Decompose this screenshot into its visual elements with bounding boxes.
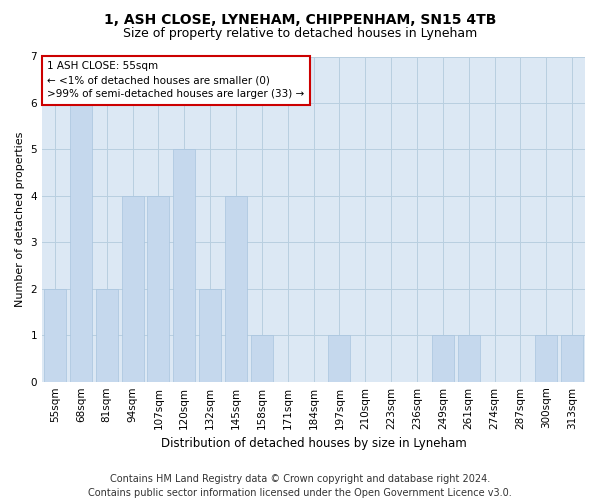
X-axis label: Distribution of detached houses by size in Lyneham: Distribution of detached houses by size … — [161, 437, 466, 450]
Text: 1, ASH CLOSE, LYNEHAM, CHIPPENHAM, SN15 4TB: 1, ASH CLOSE, LYNEHAM, CHIPPENHAM, SN15 … — [104, 12, 496, 26]
Bar — [535, 335, 557, 382]
Y-axis label: Number of detached properties: Number of detached properties — [15, 132, 25, 307]
Bar — [458, 335, 479, 382]
Bar — [70, 103, 92, 382]
Bar — [561, 335, 583, 382]
Text: 1 ASH CLOSE: 55sqm
← <1% of detached houses are smaller (0)
>99% of semi-detache: 1 ASH CLOSE: 55sqm ← <1% of detached hou… — [47, 62, 305, 100]
Bar — [199, 289, 221, 382]
Text: Size of property relative to detached houses in Lyneham: Size of property relative to detached ho… — [123, 28, 477, 40]
Text: Contains HM Land Registry data © Crown copyright and database right 2024.
Contai: Contains HM Land Registry data © Crown c… — [88, 474, 512, 498]
Bar — [148, 196, 169, 382]
Bar — [251, 335, 273, 382]
Bar — [173, 150, 195, 382]
Bar — [95, 289, 118, 382]
Bar — [432, 335, 454, 382]
Bar — [328, 335, 350, 382]
Bar — [122, 196, 143, 382]
Bar — [44, 289, 66, 382]
Bar — [225, 196, 247, 382]
